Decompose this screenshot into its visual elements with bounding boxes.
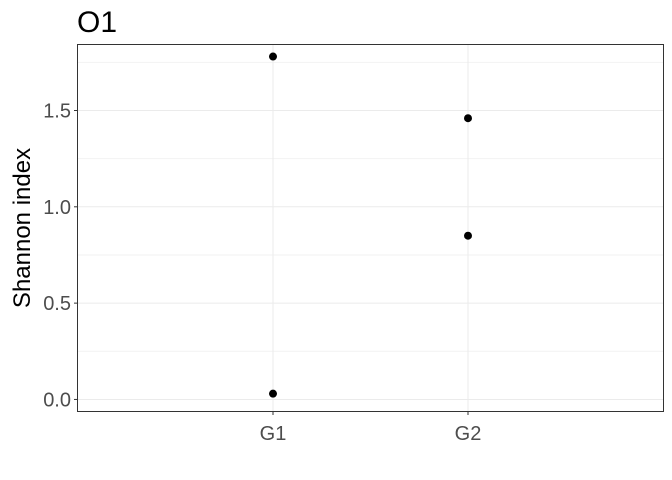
x-tick-label: G2 — [455, 423, 482, 445]
plot-panel — [77, 44, 664, 412]
y-tick-label: 1.5 — [43, 100, 71, 122]
grid — [78, 45, 663, 411]
y-tick-label: 0.0 — [43, 389, 71, 411]
chart-title: O1 — [77, 6, 117, 39]
data-point — [464, 114, 472, 123]
data-point — [269, 52, 277, 61]
y-axis-label: Shannon index — [9, 148, 36, 308]
data-point — [269, 389, 277, 398]
ticks: 0.0 0.5 1.0 1.5 G1 G2 — [43, 100, 481, 445]
y-tick-label: 1.0 — [43, 197, 71, 219]
x-tick-label: G1 — [260, 423, 287, 445]
data-points — [269, 52, 472, 398]
data-point — [464, 231, 472, 240]
y-tick-label: 0.5 — [43, 293, 71, 315]
